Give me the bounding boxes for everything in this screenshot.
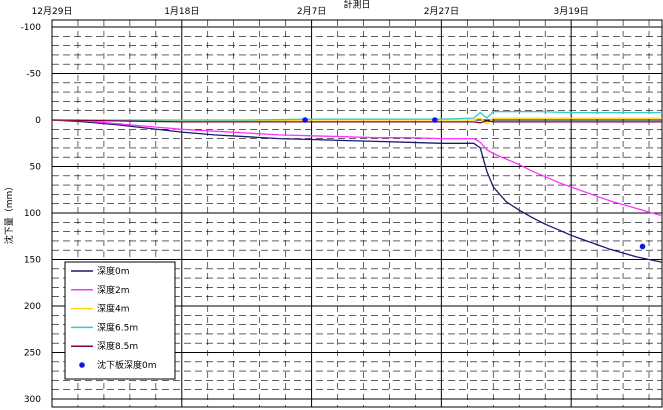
legend-label: 深度2m (97, 284, 130, 296)
series-line-3 (52, 110, 662, 121)
series-line-0 (52, 119, 662, 263)
series-line-4 (52, 119, 662, 124)
y-tick-label: 200 (24, 302, 41, 312)
y-tick-label: -100 (21, 23, 42, 33)
series-layer (52, 110, 662, 263)
series-line-1 (52, 119, 662, 217)
y-axis-title: 沈下量（mm） (3, 182, 15, 245)
y-tick-label: 50 (30, 163, 42, 173)
series-marker-point (432, 117, 438, 123)
y-tick-label: -50 (26, 70, 41, 80)
legend: 深度0m 深度2m 深度4m 深度6.5m 深度8.5m 沈下板深度0m (64, 261, 176, 380)
series-line-2 (52, 117, 662, 125)
x-tick-labels: 12月29日 1月18日 2月7日 2月27日 3月19日 (32, 6, 589, 17)
x-tick-label: 1月18日 (164, 6, 199, 17)
legend-label: 深度8.5m (97, 340, 138, 352)
legend-label: 深度0m (97, 265, 130, 277)
legend-swatch-marker (79, 362, 85, 368)
legend-label: 沈下板深度0m (97, 359, 157, 371)
y-tick-labels: -100 -50 0 50 100 150 200 250 300 (21, 23, 42, 405)
x-tick-label: 12月29日 (32, 6, 73, 17)
series-marker-point (639, 243, 646, 250)
y-tick-label: 300 (24, 395, 41, 405)
y-tick-label: 0 (35, 116, 41, 126)
y-tick-label: 150 (24, 256, 41, 266)
y-tick-label: 250 (24, 349, 41, 359)
legend-label: 深度4m (97, 303, 130, 315)
minor-grid (52, 20, 662, 407)
series-marker-point (302, 117, 308, 123)
legend-box (64, 261, 176, 380)
x-axis-title: 計測日 (343, 0, 370, 11)
y-tick-label: 100 (24, 209, 41, 219)
legend-label: 深度6.5m (97, 321, 138, 333)
x-tick-label: 2月27日 (424, 6, 459, 17)
x-tick-label: 2月7日 (297, 6, 326, 17)
x-tick-label: 3月19日 (554, 6, 589, 17)
